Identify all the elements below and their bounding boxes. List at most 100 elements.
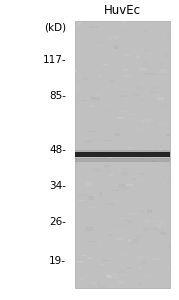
Bar [88, 245, 92, 246]
Bar [106, 275, 112, 278]
Bar [160, 231, 164, 234]
Bar [124, 220, 129, 221]
Bar [100, 264, 105, 265]
Bar [87, 241, 95, 242]
Bar [140, 210, 146, 212]
Bar [157, 124, 166, 125]
Bar [112, 272, 119, 273]
Bar [96, 94, 101, 98]
Bar [98, 242, 101, 244]
Bar [121, 111, 129, 112]
Bar [82, 76, 88, 80]
Bar [150, 85, 159, 88]
Bar [161, 232, 167, 235]
Bar [163, 162, 169, 163]
Bar [129, 213, 135, 215]
Bar [126, 66, 129, 68]
Bar [91, 105, 95, 107]
Bar [135, 41, 137, 45]
Bar [124, 101, 130, 104]
Bar [149, 91, 157, 93]
Bar [114, 200, 120, 201]
Bar [167, 278, 169, 281]
Bar [129, 267, 131, 270]
Bar [79, 100, 86, 101]
Bar [112, 224, 115, 226]
Bar [106, 276, 114, 279]
Bar [146, 61, 155, 63]
Bar [132, 93, 140, 96]
Bar [75, 158, 170, 161]
Bar [98, 281, 100, 285]
Bar [91, 282, 96, 284]
Bar [151, 227, 159, 230]
Bar [114, 45, 118, 49]
Bar [147, 209, 152, 212]
Bar [149, 211, 158, 213]
Bar [121, 22, 125, 25]
Bar [160, 69, 167, 73]
Bar [140, 173, 145, 175]
Bar [81, 255, 87, 256]
Bar [149, 208, 152, 210]
Bar [152, 258, 161, 260]
Text: 117-: 117- [43, 55, 66, 65]
Bar [80, 279, 83, 280]
Bar [151, 184, 154, 186]
Bar [101, 273, 108, 275]
Bar [127, 147, 133, 148]
Bar [162, 177, 166, 179]
Bar [99, 100, 101, 103]
Bar [108, 28, 116, 29]
Bar [109, 174, 113, 176]
Bar [141, 48, 144, 50]
Bar [168, 267, 171, 270]
Bar [135, 178, 144, 181]
Bar [119, 95, 127, 98]
Bar [88, 256, 92, 259]
Bar [76, 86, 81, 90]
Text: 19-: 19- [49, 256, 66, 266]
Bar [89, 26, 98, 28]
Bar [91, 97, 100, 100]
Bar [125, 55, 130, 56]
Bar [91, 182, 100, 183]
Bar [124, 75, 131, 76]
Bar [106, 278, 114, 279]
Bar [166, 237, 173, 238]
Bar [120, 211, 125, 214]
Bar [148, 153, 151, 156]
Bar [148, 115, 150, 118]
Bar [159, 104, 167, 108]
Bar [130, 239, 137, 243]
Bar [135, 236, 143, 239]
Bar [148, 252, 152, 253]
Bar [88, 130, 97, 132]
Bar [126, 274, 128, 278]
Bar [127, 220, 132, 224]
Bar [109, 234, 112, 236]
Bar [105, 203, 114, 205]
Bar [101, 109, 109, 111]
Bar [128, 158, 132, 160]
Bar [75, 261, 83, 263]
Bar [159, 148, 162, 151]
Bar [140, 100, 143, 101]
Bar [78, 194, 87, 197]
Bar [124, 69, 128, 71]
Bar [156, 94, 161, 97]
Bar [86, 197, 91, 199]
Bar [75, 152, 170, 157]
Bar [137, 80, 140, 81]
Bar [78, 200, 85, 202]
Bar [143, 60, 147, 64]
Bar [108, 200, 112, 201]
Bar [98, 155, 107, 158]
Bar [75, 150, 170, 153]
Text: 85-: 85- [49, 91, 66, 101]
Bar [154, 223, 161, 224]
Bar [113, 152, 117, 155]
Bar [157, 97, 164, 101]
Bar [86, 227, 94, 231]
Bar [141, 29, 145, 30]
